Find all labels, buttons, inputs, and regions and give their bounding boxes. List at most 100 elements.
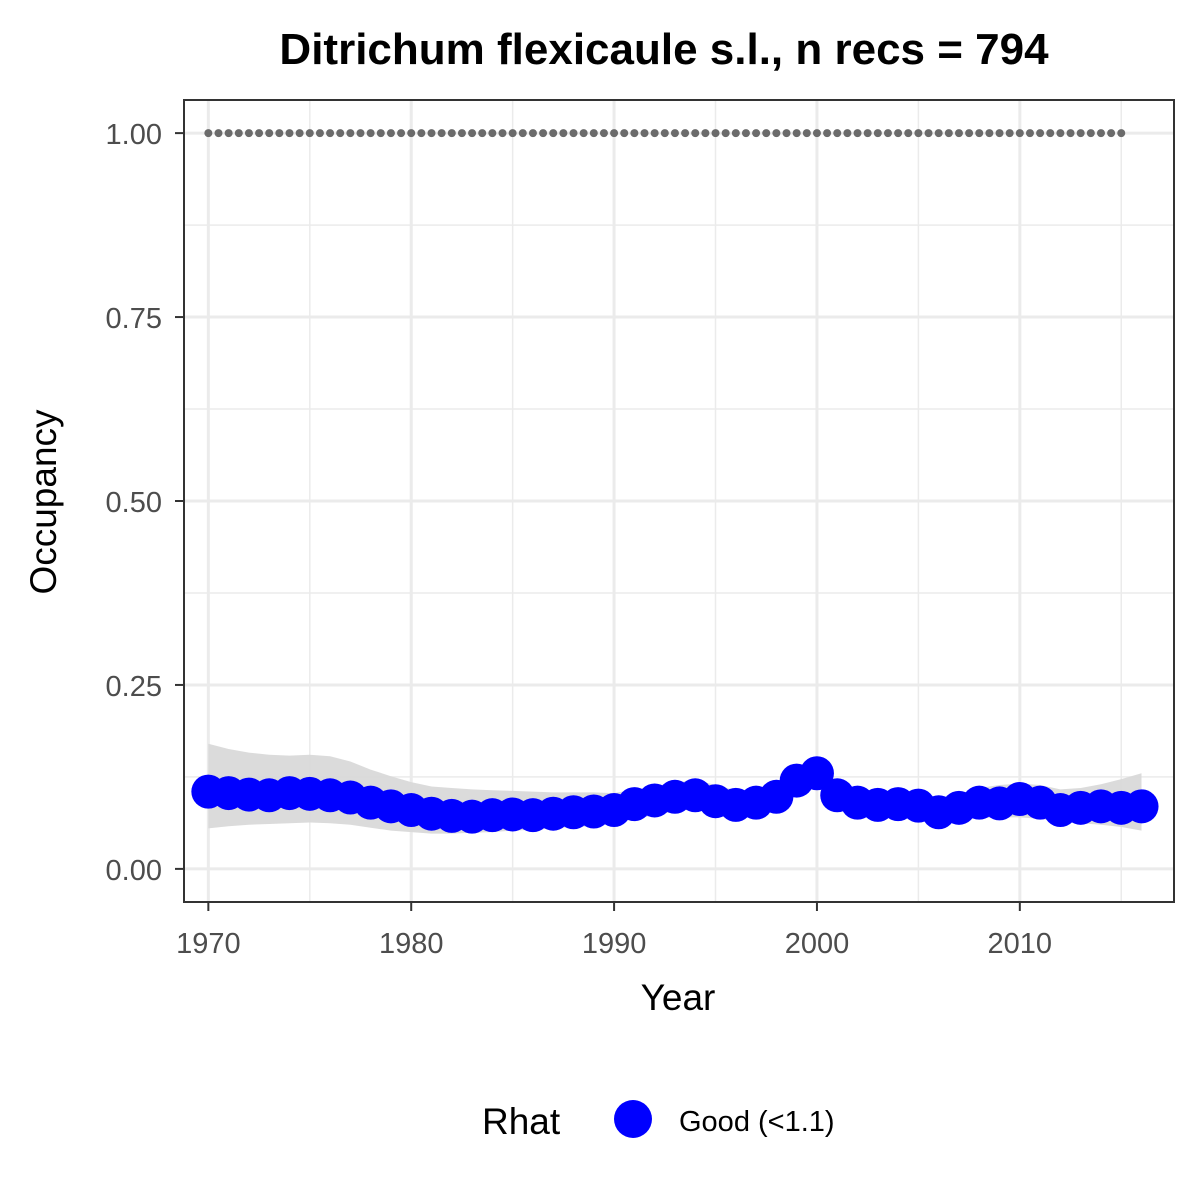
legend-label-good: Good (<1.1) [679,1106,835,1138]
reference-point [539,129,548,138]
occupancy-point [1124,789,1159,824]
reference-point [620,129,629,138]
reference-point [417,129,426,138]
reference-point [265,129,274,138]
y-axis-title: Occupancy [23,409,64,595]
reference-point [670,129,679,138]
x-axis-title: Year [641,977,716,1018]
reference-point [569,129,578,138]
x-tick-label: 1970 [176,928,241,960]
reference-point [1086,129,1095,138]
reference-points [204,129,1126,138]
y-tick-label: 0.00 [106,855,162,887]
reference-point [782,129,791,138]
reference-point [437,129,446,138]
reference-point [823,129,832,138]
reference-point [204,129,213,138]
reference-point [914,129,923,138]
reference-point [376,129,385,138]
reference-point [934,129,943,138]
x-axis: 1970 1980 1990 2000 2010 [176,902,1052,960]
occupancy-point [799,756,834,791]
y-axis: 0.00 0.25 0.50 0.75 1.00 [106,119,184,887]
reference-point [741,129,750,138]
reference-point [883,129,892,138]
reference-point [610,129,619,138]
reference-point [407,129,416,138]
reference-point [1046,129,1055,138]
reference-point [275,129,284,138]
reference-point [346,129,355,138]
reference-point [488,129,497,138]
y-tick-label: 0.50 [106,487,162,519]
occupancy-points [191,756,1159,834]
reference-point [660,129,669,138]
y-tick-label: 0.25 [106,671,162,703]
reference-point [1107,129,1116,138]
chart-title: Ditrichum flexicaule s.l., n recs = 794 [279,25,1049,74]
x-tick-label: 2010 [988,928,1053,960]
reference-point [397,129,406,138]
reference-point [1066,129,1075,138]
reference-point [478,129,487,138]
reference-point [468,129,477,138]
reference-point [366,129,375,138]
reference-point [1056,129,1065,138]
reference-point [234,129,243,138]
reference-point [691,129,700,138]
x-tick-label: 1980 [379,928,444,960]
reference-point [995,129,1004,138]
reference-point [305,129,314,138]
legend-title: Rhat [482,1101,561,1142]
reference-point [630,129,639,138]
reference-point [315,129,324,138]
legend-key-good-marker [614,1100,652,1138]
reference-point [863,129,872,138]
reference-point [640,129,649,138]
reference-point [954,129,963,138]
reference-point [214,129,223,138]
x-tick-label: 2000 [785,928,850,960]
reference-point [457,129,466,138]
reference-point [599,129,608,138]
reference-point [1005,129,1014,138]
reference-point [843,129,852,138]
y-tick-label: 1.00 [106,119,162,151]
reference-point [701,129,710,138]
reference-point [255,129,264,138]
reference-point [762,129,771,138]
reference-point [356,129,365,138]
reference-point [681,129,690,138]
reference-point [386,129,395,138]
reference-point [447,129,456,138]
reference-point [427,129,436,138]
reference-point [1015,129,1024,138]
reference-point [589,129,598,138]
reference-point [295,129,304,138]
reference-point [518,129,527,138]
reference-point [985,129,994,138]
reference-point [1076,129,1085,138]
reference-point [924,129,933,138]
x-tick-label: 1990 [582,928,647,960]
plot-panel [183,99,1175,903]
reference-point [894,129,903,138]
reference-point [498,129,507,138]
reference-point [975,129,984,138]
reference-point [1117,129,1126,138]
reference-point [721,129,730,138]
reference-point [559,129,568,138]
reference-point [904,129,913,138]
reference-point [549,129,558,138]
reference-point [792,129,801,138]
grid-lines [184,100,1174,902]
reference-point [579,129,588,138]
reference-point [336,129,345,138]
reference-point [833,129,842,138]
reference-point [965,129,974,138]
y-tick-label: 0.75 [106,303,162,335]
legend: Rhat Good (<1.1) [482,1100,835,1142]
reference-point [528,129,537,138]
reference-point [731,129,740,138]
